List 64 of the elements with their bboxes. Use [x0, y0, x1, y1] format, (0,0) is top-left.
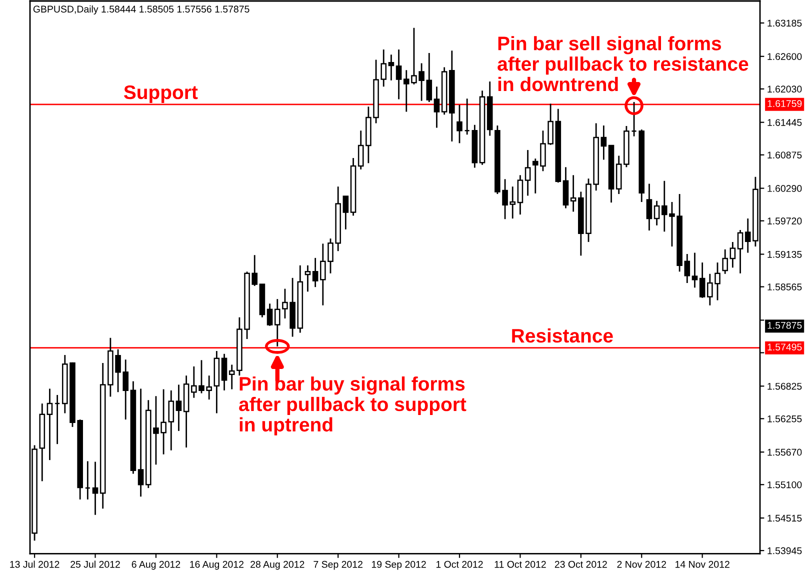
x-tick-label: 28 Aug 2012: [250, 560, 304, 570]
candlestick: [221, 353, 228, 392]
candlestick: [342, 196, 349, 230]
y-tick-label: 1.56255: [768, 415, 802, 422]
candlestick: [562, 166, 569, 209]
candlestick: [654, 200, 660, 226]
x-tick-label: 1 Oct 2012: [436, 560, 483, 568]
annotation: Pin bar sell signal forms after pullback to resistance in downtrend: [498, 36, 748, 92]
candlestick: [631, 101, 637, 138]
text: 1.57875: [768, 322, 802, 329]
x-tick-label: 6 Aug 2012: [132, 560, 180, 570]
candlestick: [570, 174, 576, 212]
y-tick-label: 1.60290: [768, 185, 802, 192]
candlestick: [722, 248, 728, 275]
y-tick-label: 1.60875: [768, 152, 802, 158]
y-tick-label: 1.53945: [768, 547, 802, 554]
candlestick: [92, 461, 98, 516]
candlestick: [388, 54, 394, 82]
x-tick-label: 11 Oct 2012: [494, 560, 546, 568]
candlestick: [266, 302, 273, 327]
x-tick-label: 16 Aug 2012: [190, 560, 244, 570]
y-tick-label: 1.62600: [768, 53, 802, 60]
y-tick-label: 1.59720: [768, 218, 802, 224]
y-tick-label: 1.56825: [768, 382, 802, 390]
y-tick-label: 1.61445: [768, 119, 802, 126]
x-tick-label: 14 Nov 2012: [676, 560, 730, 568]
x-tick-label: 2 Nov 2012: [617, 560, 666, 568]
candlestick: [730, 241, 736, 268]
chart-title: GBPUSD,Daily 1.58444 1.58505 1.57556 1.57875: [33, 5, 250, 14]
y-tick-label: 1.62030: [768, 86, 802, 93]
candlestick: [600, 124, 607, 160]
x-tick-label: 25 Jul 2012: [70, 560, 120, 568]
candlestick: [464, 98, 470, 136]
y-tick-label: 1.59135: [768, 250, 802, 258]
y-tick-label: 1.63185: [768, 20, 802, 27]
candlestick: [54, 394, 60, 445]
candlestick: [46, 388, 53, 461]
candlestick: [312, 257, 318, 288]
candlestick: [396, 48, 402, 100]
candlestick: [84, 460, 91, 500]
y-tick-label: 1.54515: [768, 514, 802, 522]
y-tick-label: 1.55100: [768, 481, 802, 488]
candlestick: [434, 86, 440, 128]
candlestick: [737, 229, 744, 274]
candlestick: [456, 104, 462, 144]
x-tick-label: 13 Jul 2012: [10, 560, 60, 568]
x-tick-label: 23 Oct 2012: [554, 560, 607, 568]
candlestick: [684, 253, 690, 284]
candlestick: [699, 262, 706, 299]
ref-line-label: 1.61759: [768, 100, 802, 108]
ref-line-label: 1.57495: [768, 344, 802, 350]
candlestick: [138, 388, 144, 498]
annotation: Support: [124, 85, 198, 104]
annotation: Resistance: [512, 328, 613, 343]
y-tick-label: 1.55670: [768, 448, 802, 456]
y-tick-label: 1.58565: [768, 284, 802, 290]
candlestick: [304, 264, 311, 292]
x-tick-label: 19 Sep 2012: [372, 560, 426, 570]
candlestick: [692, 252, 698, 288]
x-tick-label: 7 Sep 2012: [314, 560, 362, 570]
candlestick: [176, 384, 182, 432]
candlestick: [646, 183, 652, 232]
candlestick: [524, 149, 531, 196]
candlestick: [517, 174, 524, 216]
